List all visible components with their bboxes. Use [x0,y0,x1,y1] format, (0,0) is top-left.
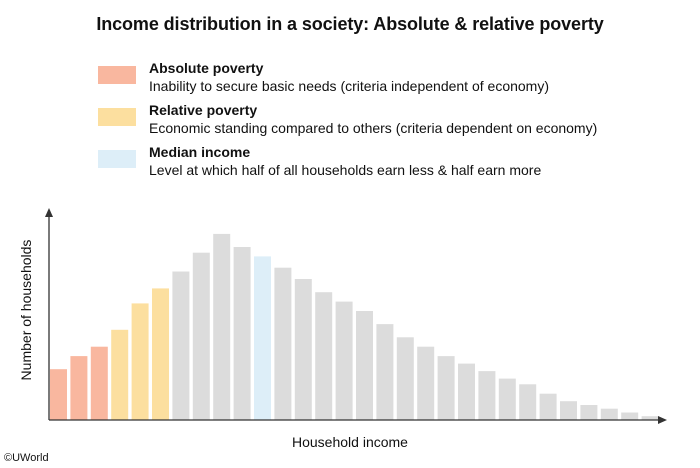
histogram-bar-28 [600,408,618,420]
histogram-bar-15 [335,301,353,420]
histogram-bar-29 [621,412,639,420]
histogram-bar-5 [131,303,149,420]
histogram-bar-19 [417,346,435,420]
histogram-bar-18 [396,337,414,420]
legend-description-absolute-poverty: Inability to secure basic needs (criteri… [149,78,549,94]
legend-description-median-income: Level at which half of all households ea… [149,162,542,178]
legend-description-relative-poverty: Economic standing compared to others (cr… [149,120,598,136]
histogram-bar-9 [213,233,231,420]
copyright-credit: ©UWorld [4,452,49,464]
legend-item-absolute-poverty: Absolute poverty Inability to secure bas… [98,60,678,100]
histogram-bar-24 [519,384,537,420]
histogram-bar-23 [498,378,516,420]
histogram-bar-8 [192,252,210,420]
chart-title: Income distribution in a society: Absolu… [96,14,604,34]
legend-item-relative-poverty: Relative poverty Economic standing compa… [98,102,678,142]
histogram-bar-13 [294,279,312,420]
x-axis-arrow-icon [658,416,667,424]
chart-axes [45,208,667,424]
histogram-bar-27 [580,405,598,420]
histogram-bar-25 [539,393,557,420]
legend-label-median-income: Median income [149,144,251,160]
histogram-bar-26 [560,401,577,420]
x-axis-label: Household income [292,434,408,450]
histogram-bar-16 [356,311,373,420]
legend-item-median-income: Median income Level at which half of all… [98,144,678,184]
histogram-bar-6 [152,288,169,420]
histogram-bar-11 [254,256,271,420]
histogram-bar-10 [233,247,251,420]
histogram-bar-4 [111,329,129,420]
y-axis-arrow-icon [45,208,53,217]
histogram-bar-14 [315,292,333,420]
histogram-bar-3 [90,346,108,420]
histogram-bar-2 [70,356,88,420]
legend-label-absolute-poverty: Absolute poverty [149,60,264,76]
bar-group [50,233,659,420]
histogram-bar-21 [458,363,475,420]
legend-swatch-relative-poverty [98,108,136,126]
histogram-bar-1 [50,369,67,420]
histogram-bar-7 [172,271,190,420]
histogram-bar-22 [478,371,496,420]
y-axis-label: Number of households [18,239,34,381]
histogram-bar-20 [437,356,455,420]
legend-swatch-median-income [98,150,136,168]
legend-label-relative-poverty: Relative poverty [149,102,258,118]
legend-swatch-absolute-poverty [98,66,136,84]
histogram-bar-17 [376,324,394,420]
histogram-bar-12 [274,267,292,420]
histogram-bar-30 [641,416,659,420]
